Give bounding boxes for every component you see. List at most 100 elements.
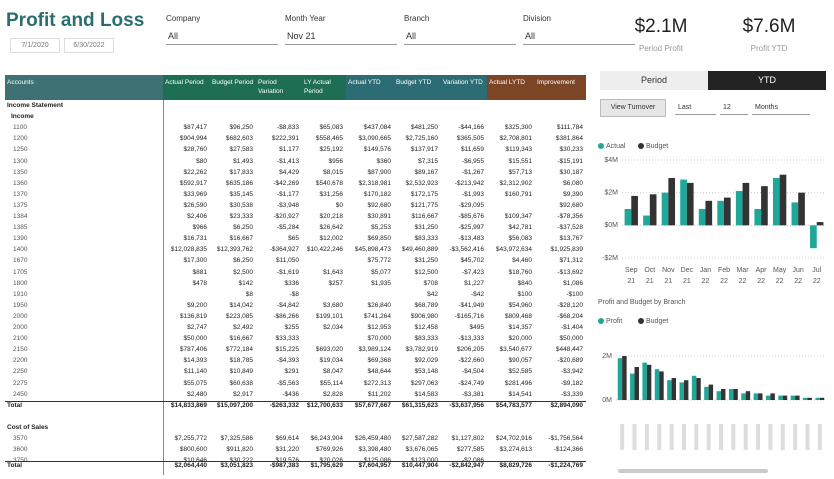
cell: $360 bbox=[376, 157, 391, 165]
column-header[interactable]: LY Actual Period bbox=[302, 75, 346, 100]
blurred-label bbox=[805, 424, 810, 450]
cell: $26,590 bbox=[183, 201, 208, 209]
date-from[interactable]: 7/1/2020 bbox=[10, 38, 60, 53]
slicer-label: Month Year bbox=[285, 14, 326, 23]
legend-marker bbox=[638, 143, 644, 149]
cell: $54,783,577 bbox=[495, 401, 532, 409]
blurred-label bbox=[780, 424, 785, 450]
cell: $13,767 bbox=[559, 235, 584, 243]
cell: $14,541 bbox=[508, 390, 533, 398]
cell: $2,894,090 bbox=[550, 401, 583, 409]
cell: -$213,942 bbox=[454, 179, 484, 187]
direction-dropdown[interactable]: Last bbox=[675, 101, 716, 115]
bar bbox=[803, 397, 808, 400]
cell: $682,603 bbox=[225, 135, 253, 143]
column-header[interactable]: Budget Period bbox=[210, 75, 256, 100]
view-turnover-button[interactable]: View Turnover bbox=[600, 99, 666, 117]
row-label: 2000 bbox=[13, 312, 28, 320]
cell: -$263,332 bbox=[269, 401, 299, 409]
cell: $89,167 bbox=[414, 168, 439, 176]
blurred-label bbox=[743, 424, 748, 450]
column-header[interactable]: Budget YTD bbox=[394, 75, 441, 100]
row-label: 1390 bbox=[13, 235, 28, 243]
cell: $9,200 bbox=[187, 301, 207, 309]
bar bbox=[683, 380, 689, 400]
cell: $12,700,633 bbox=[306, 401, 343, 409]
cell: -$1,756,564 bbox=[548, 435, 583, 442]
divider bbox=[163, 100, 164, 475]
column-header[interactable]: Period Variation bbox=[256, 75, 302, 100]
blurred-label bbox=[768, 424, 773, 450]
column-header[interactable]: Improvement bbox=[535, 75, 586, 100]
blurred-label bbox=[669, 424, 674, 450]
cell: $61,315,623 bbox=[401, 401, 438, 409]
column-header[interactable]: Actual YTD bbox=[346, 75, 394, 100]
bar bbox=[717, 200, 724, 226]
cell: $11,050 bbox=[275, 257, 299, 265]
cell: $11,659 bbox=[460, 146, 484, 154]
kpi-value: $2.1M bbox=[634, 16, 688, 37]
cell: -$13,333 bbox=[458, 335, 484, 343]
cell: -$1,619 bbox=[276, 268, 299, 276]
date-to[interactable]: 6/30/2022 bbox=[64, 38, 114, 53]
bar bbox=[705, 200, 713, 226]
row-label: 1100 bbox=[13, 124, 27, 132]
cell: $55,075 bbox=[183, 379, 208, 387]
cell: $592,917 bbox=[179, 179, 207, 187]
y-tick-label: $0M bbox=[604, 222, 618, 229]
count-input[interactable]: 12 bbox=[720, 101, 748, 115]
column-header[interactable]: Actual LYTD bbox=[487, 75, 535, 100]
row-label: 1300 bbox=[13, 157, 28, 165]
tab-period[interactable]: Period bbox=[600, 71, 708, 90]
row-label: 2250 bbox=[13, 368, 28, 376]
column-header[interactable]: Accounts bbox=[5, 75, 163, 100]
cell: $2,480 bbox=[187, 390, 207, 398]
slicer-dropdown[interactable]: All bbox=[523, 31, 635, 45]
cell: $2,034 bbox=[323, 324, 343, 331]
bar bbox=[646, 364, 652, 400]
cell: -$20,927 bbox=[273, 213, 299, 220]
bar bbox=[680, 179, 687, 226]
x-tick-label: Feb 22 bbox=[718, 267, 730, 285]
cell: -$987,383 bbox=[269, 462, 299, 469]
row-label: 2150 bbox=[13, 346, 28, 354]
slicer-dropdown[interactable]: Nov 21 bbox=[285, 31, 397, 45]
x-tick-label: Nov 21 bbox=[662, 267, 675, 285]
cell: $381,864 bbox=[555, 135, 583, 143]
cell: $18,760 bbox=[508, 268, 533, 276]
unit-dropdown[interactable]: Months bbox=[752, 101, 810, 115]
cell: $7,604,957 bbox=[358, 462, 391, 469]
column-header[interactable]: Actual Period bbox=[163, 75, 210, 100]
cell: $11,202 bbox=[367, 390, 391, 398]
x-tick-label: Apr 22 bbox=[756, 267, 768, 285]
bar bbox=[772, 177, 780, 226]
cell: $30,222 bbox=[210, 457, 254, 464]
tab-ytd[interactable]: YTD bbox=[708, 71, 826, 90]
slicer-label: Branch bbox=[404, 14, 430, 23]
slicer-dropdown[interactable]: All bbox=[166, 31, 278, 45]
cell: -$68,204 bbox=[557, 312, 583, 320]
cell: -$100 bbox=[566, 290, 583, 298]
cell: -$364,927 bbox=[269, 246, 299, 254]
column-header[interactable]: Variation YTD bbox=[441, 75, 487, 100]
bar bbox=[654, 369, 660, 400]
cell: -$42,269 bbox=[273, 179, 299, 187]
cell: $14,833,869 bbox=[170, 401, 207, 409]
row-label: 1384 bbox=[13, 213, 28, 220]
cell: $19,576 bbox=[256, 457, 300, 464]
bar bbox=[622, 356, 627, 400]
kpi-label: Profit YTD bbox=[750, 44, 788, 53]
legend-marker bbox=[598, 318, 604, 324]
legend-label: Budget bbox=[646, 318, 668, 325]
cell: -$1,224,769 bbox=[548, 462, 583, 469]
cell: $708 bbox=[423, 279, 438, 287]
slicer-dropdown[interactable]: All bbox=[404, 31, 516, 45]
cell: $111,784 bbox=[556, 124, 583, 132]
cell: $272,313 bbox=[363, 379, 391, 387]
row-label: 3570 bbox=[13, 435, 28, 442]
cell: $809,468 bbox=[504, 312, 532, 320]
cell: $50,000 bbox=[183, 335, 208, 343]
cell: $6,243,904 bbox=[310, 435, 343, 442]
cell: $71,312 bbox=[559, 257, 584, 265]
cell: $297,063 bbox=[410, 379, 438, 387]
